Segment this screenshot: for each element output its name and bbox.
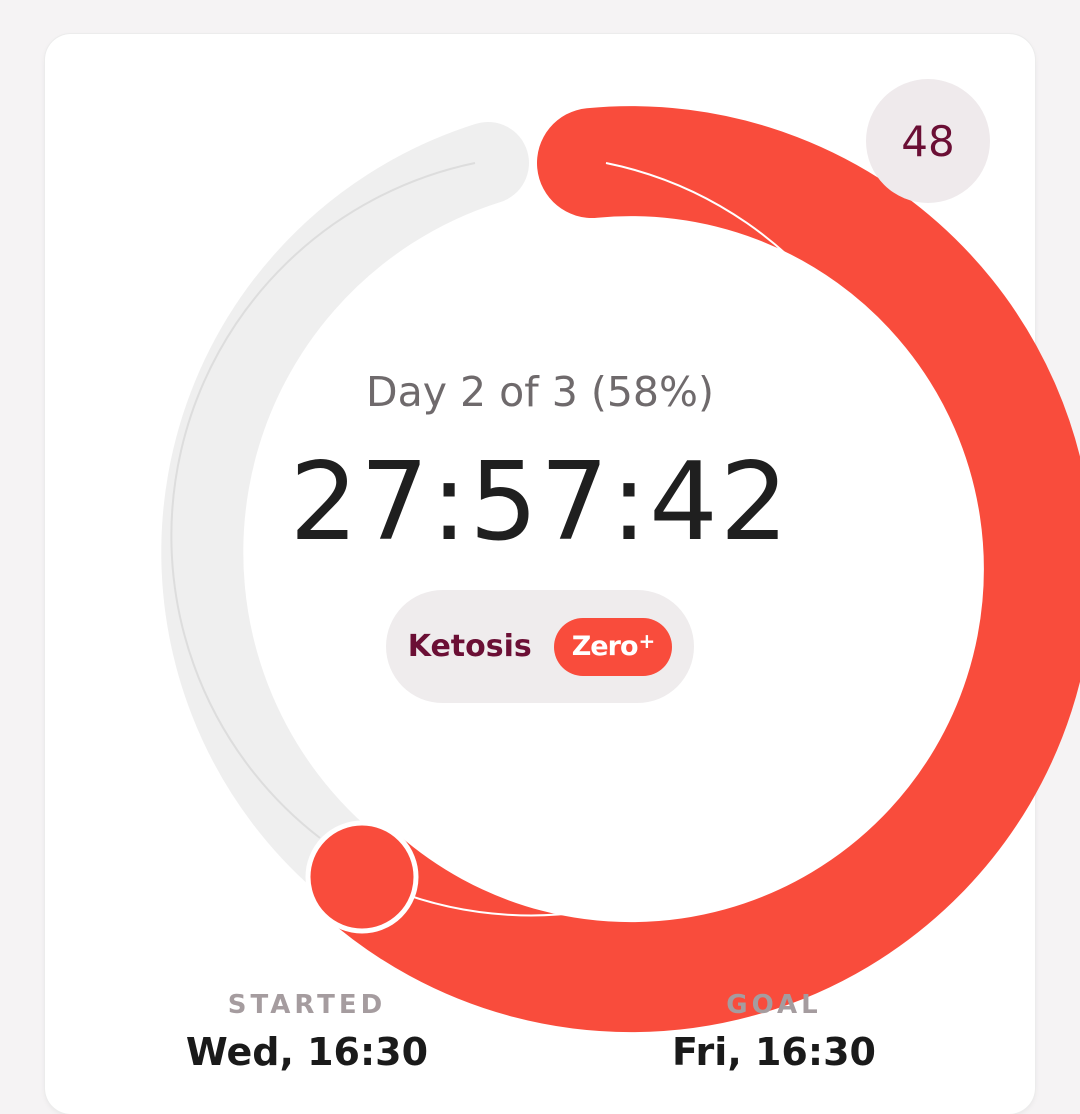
fasting-stage-pill[interactable]: Ketosis Zero +: [386, 590, 694, 703]
ring-progress-inner-line: [361, 162, 912, 917]
day-progress-text: Day 2 of 3 (58%): [366, 368, 714, 416]
started-label: STARTED: [227, 990, 387, 1020]
progress-ring: [161, 106, 1080, 1033]
ring-track: [161, 122, 529, 917]
ring-progress: [307, 106, 1080, 1033]
started-block[interactable]: STARTED Wed, 16:30: [157, 990, 457, 1074]
zero-plus-badge: Zero +: [553, 617, 673, 676]
goal-value: Fri, 16:30: [672, 1030, 876, 1074]
stage-label: Ketosis: [407, 629, 532, 664]
zero-badge-plus: +: [638, 628, 656, 653]
zero-badge-text: Zero: [571, 631, 639, 662]
fast-hours-badge[interactable]: 48: [866, 79, 990, 203]
progress-knob[interactable]: [305, 820, 419, 934]
ring-track-inner-line: [170, 162, 476, 839]
goal-block[interactable]: GOAL Fri, 16:30: [624, 990, 924, 1074]
started-value: Wed, 16:30: [185, 1030, 429, 1074]
goal-label: GOAL: [726, 990, 822, 1020]
elapsed-timer: 27:57:42: [289, 440, 791, 565]
fast-hours-value: 48: [901, 116, 955, 166]
